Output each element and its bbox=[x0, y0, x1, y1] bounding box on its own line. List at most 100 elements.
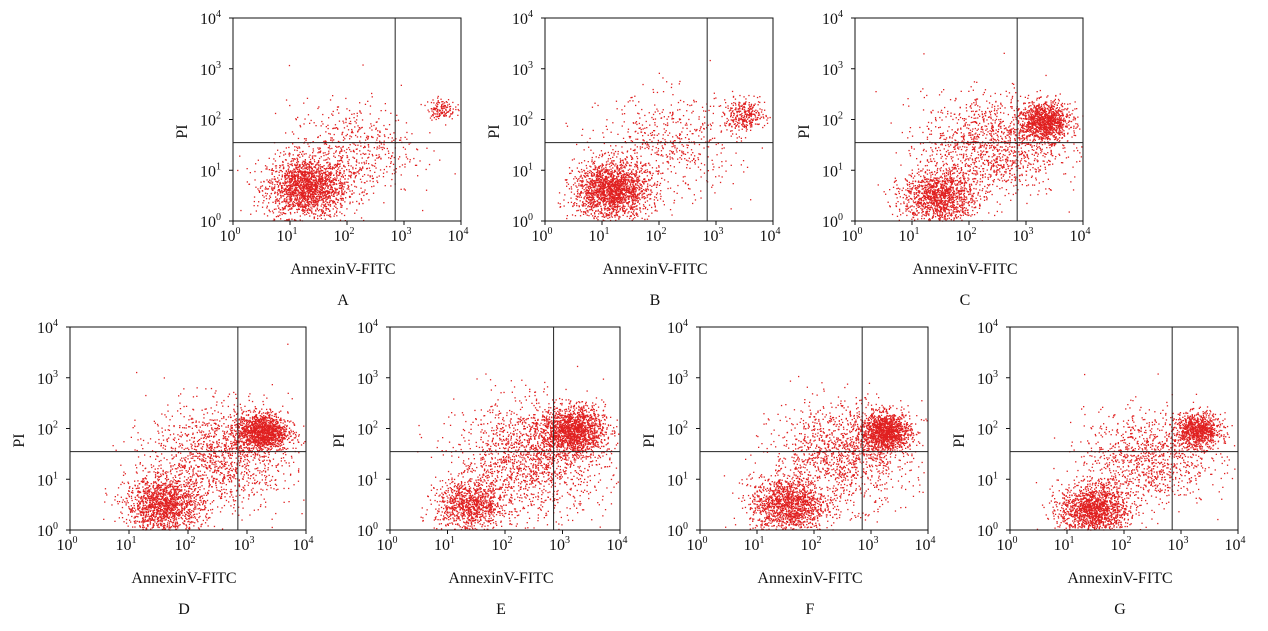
data-point bbox=[266, 207, 268, 209]
data-point bbox=[295, 189, 297, 191]
data-point bbox=[322, 187, 324, 190]
data-point bbox=[608, 177, 610, 179]
data-point bbox=[637, 132, 639, 134]
data-point bbox=[601, 169, 603, 171]
data-point bbox=[662, 147, 664, 149]
data-point bbox=[313, 166, 315, 168]
data-point bbox=[640, 190, 642, 192]
data-point bbox=[278, 211, 280, 213]
data-point bbox=[443, 102, 446, 104]
data-point bbox=[306, 176, 308, 178]
data-point bbox=[720, 130, 723, 132]
data-point bbox=[383, 134, 386, 136]
data-point bbox=[309, 177, 311, 179]
data-point bbox=[362, 152, 364, 155]
data-point bbox=[302, 150, 304, 153]
data-point bbox=[671, 146, 673, 148]
data-point bbox=[388, 157, 390, 159]
panel-A: 100100101101102102103103104104AnnexinV-F… bbox=[174, 9, 469, 309]
data-point bbox=[284, 189, 287, 191]
data-point bbox=[675, 134, 677, 137]
data-point bbox=[570, 197, 572, 199]
data-point bbox=[294, 164, 296, 166]
data-point bbox=[620, 202, 622, 204]
data-point bbox=[633, 122, 635, 124]
data-point bbox=[261, 185, 264, 187]
data-point bbox=[298, 208, 300, 210]
data-point bbox=[573, 204, 575, 206]
data-point bbox=[329, 163, 331, 165]
data-point bbox=[343, 164, 345, 167]
data-point bbox=[350, 174, 352, 176]
data-point bbox=[727, 119, 730, 121]
data-point bbox=[593, 217, 595, 219]
data-point bbox=[616, 189, 618, 191]
data-point bbox=[305, 204, 307, 207]
data-point bbox=[274, 192, 276, 194]
data-point bbox=[639, 198, 641, 201]
data-point bbox=[303, 185, 305, 187]
data-point bbox=[312, 193, 315, 195]
data-point bbox=[339, 178, 342, 180]
data-point bbox=[596, 182, 598, 184]
data-point bbox=[302, 175, 304, 177]
data-point bbox=[312, 198, 314, 200]
data-point bbox=[570, 188, 573, 190]
data-point bbox=[662, 155, 664, 157]
data-point bbox=[327, 203, 329, 206]
data-point bbox=[334, 166, 337, 168]
data-point bbox=[621, 159, 623, 162]
data-point bbox=[612, 189, 614, 192]
data-point bbox=[355, 122, 357, 124]
data-point bbox=[642, 164, 645, 166]
data-point bbox=[327, 161, 329, 163]
data-point bbox=[303, 153, 305, 155]
data-point bbox=[339, 203, 342, 205]
data-point bbox=[344, 190, 346, 192]
data-point bbox=[692, 202, 694, 205]
data-point bbox=[305, 172, 307, 174]
data-point bbox=[281, 201, 283, 203]
data-point bbox=[296, 196, 298, 199]
data-point bbox=[294, 171, 296, 173]
data-point bbox=[305, 184, 307, 186]
data-point bbox=[663, 123, 665, 125]
data-point bbox=[327, 147, 329, 149]
data-point bbox=[277, 190, 279, 192]
data-point bbox=[321, 198, 324, 200]
data-point bbox=[667, 181, 669, 183]
data-point bbox=[312, 204, 314, 206]
data-point bbox=[321, 212, 324, 214]
data-point bbox=[317, 192, 319, 194]
data-point bbox=[689, 167, 691, 169]
data-point bbox=[263, 200, 265, 202]
data-point bbox=[325, 196, 328, 198]
data-point bbox=[335, 145, 337, 147]
data-point bbox=[593, 175, 595, 177]
data-point bbox=[342, 120, 344, 122]
data-point bbox=[305, 205, 307, 208]
data-point bbox=[302, 186, 305, 188]
data-point bbox=[298, 180, 300, 183]
data-point bbox=[302, 194, 305, 197]
data-point bbox=[359, 102, 361, 104]
data-point bbox=[347, 186, 349, 189]
data-point bbox=[314, 161, 316, 163]
data-point bbox=[413, 157, 415, 160]
data-point bbox=[354, 185, 356, 188]
data-point bbox=[311, 188, 313, 190]
data-point bbox=[364, 145, 366, 148]
data-point bbox=[292, 191, 294, 193]
data-point bbox=[305, 191, 307, 193]
data-point bbox=[306, 167, 308, 169]
data-point bbox=[393, 156, 395, 159]
data-point bbox=[291, 180, 293, 182]
data-point bbox=[345, 151, 347, 154]
data-point bbox=[603, 188, 605, 190]
data-point bbox=[302, 177, 304, 179]
data-point bbox=[372, 192, 375, 194]
data-point bbox=[694, 155, 696, 157]
data-point bbox=[645, 206, 647, 209]
data-point bbox=[329, 180, 331, 182]
data-point bbox=[363, 194, 365, 197]
